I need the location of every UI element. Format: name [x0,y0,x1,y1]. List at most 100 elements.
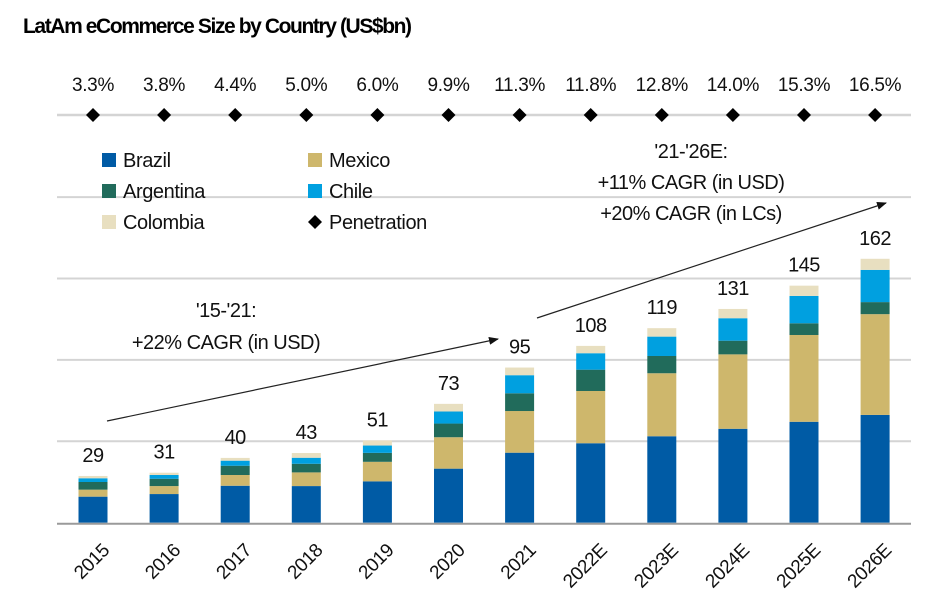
penetration-marker [583,108,598,122]
penetration-marker [725,108,740,122]
bar-segment-mexico [434,437,463,469]
legend-item-mexico: Mexico [308,150,391,172]
bar-segment-chile [718,318,748,341]
bar-segment-colombia [291,453,321,458]
gridlines [57,196,911,443]
bar-group-2025E: 145 [788,255,821,523]
total-label: 108 [575,315,607,337]
legend-swatch [102,153,116,167]
legend-label: Mexico [329,150,390,172]
penetration-marker [512,108,527,122]
bar-segment-colombia [789,285,819,296]
bar-segment-mexico [291,472,321,487]
x-tick-label: 2020 [426,540,470,584]
penetration-label: 3.3% [72,75,115,96]
bar-group-2024E: 131 [717,278,750,523]
penetration-label: 16.5% [849,75,902,96]
legend-diamond-icon [308,215,322,229]
annotation-text: '15-'21: [196,300,256,322]
x-tick-label: 2026E [844,540,896,592]
bar-segment-brazil [78,496,108,523]
x-tick-label: 2016 [141,540,185,584]
bar-segment-chile [434,411,463,424]
bar-segment-argentina [789,323,819,335]
total-label: 145 [788,255,820,277]
bar-segment-chile [362,445,392,453]
bar-segment-chile [789,295,819,324]
penetration-marker [157,108,172,122]
annotation-text: '21-'26E: [654,141,727,163]
annotation-text: +22% CAGR (in USD) [132,332,320,354]
bar-segment-brazil [220,485,250,523]
bar-segment-mexico [362,461,392,482]
bar-group-2015: 29 [78,445,108,523]
bar-segment-brazil [291,486,321,523]
x-tick-label: 2015 [70,540,114,584]
x-tick-label: 2018 [284,540,328,584]
bar-segment-mexico [220,474,250,486]
bar-group-2020: 73 [434,373,463,523]
bar-segment-chile [505,375,535,394]
penetration-label: 12.8% [636,75,689,96]
bar-segment-argentina [647,355,677,374]
total-label: 95 [509,337,531,359]
legend-swatch [102,184,116,198]
bar-segment-colombia [647,328,677,337]
bar-segment-argentina [860,302,890,315]
annotations: '15-'21: +22% CAGR (in USD) '21-'26E: +11% … [106,141,887,422]
bar-segment-mexico [149,486,179,495]
x-tick-label: 2021 [497,540,541,584]
penetration-label: 3.8% [143,75,186,96]
bar-group-2017: 40 [220,427,250,523]
penetration-marker [370,108,385,122]
bar-segment-colombia [220,457,250,461]
bar-segment-brazil [505,452,535,523]
penetration-label: 6.0% [356,75,399,96]
chart-title: LatAm eCommerce Size by Country (US$bn) [23,15,411,38]
bar-segment-mexico [860,314,890,415]
bar-segment-brazil [576,443,606,523]
bar-segment-argentina [362,452,392,462]
bar-segment-chile [860,269,890,303]
legend-swatch [102,215,116,229]
bar-segment-colombia [362,440,392,446]
penetration-marker [441,108,456,122]
bars: 29 31 40 43 51 73 95 108 119 131 145 162 [78,228,892,523]
penetration-series: 3.3% 3.8% 4.4% 5.0% 6.0% 9.9% 11.3% 11.8% 12.8% 1… [57,75,911,122]
legend-label: Argentina [123,181,206,203]
cagr-arrow-2021-2026 [536,202,887,319]
bar-group-2021: 95 [505,337,535,523]
bar-segment-colombia [860,258,890,270]
bar-segment-chile [647,336,677,356]
bar-segment-chile [220,460,250,466]
bar-group-2026E: 162 [859,228,892,523]
x-tick-label: 2025E [773,540,825,592]
total-label: 51 [367,409,389,431]
legend-label: Colombia [123,212,206,234]
legend-label: Chile [329,181,373,203]
legend-item-colombia: Colombia [102,212,206,234]
bar-segment-brazil [860,414,890,523]
penetration-label: 15.3% [778,75,831,96]
legend-item-argentina: Argentina [102,181,207,203]
total-label: 40 [225,427,247,449]
penetration-label: 5.0% [285,75,328,96]
bar-segment-brazil [149,494,179,523]
bar-segment-argentina [78,482,108,490]
total-label: 43 [296,422,318,444]
bar-segment-brazil [647,436,677,523]
x-tick-label: 2019 [355,540,399,584]
bar-segment-colombia [78,475,108,479]
bar-segment-argentina [149,478,179,487]
total-label: 131 [717,278,749,300]
penetration-marker [228,108,243,122]
penetration-marker [299,108,314,122]
bar-segment-brazil [362,481,392,523]
penetration-marker [797,108,811,122]
penetration-marker [868,108,883,122]
bar-segment-brazil [789,421,819,523]
bar-segment-mexico [647,373,677,437]
bar-segment-colombia [149,472,179,475]
x-axis: 2015 2016 2017 2018 2019 2020 2021 2022E 2023E 20… [57,522,911,592]
